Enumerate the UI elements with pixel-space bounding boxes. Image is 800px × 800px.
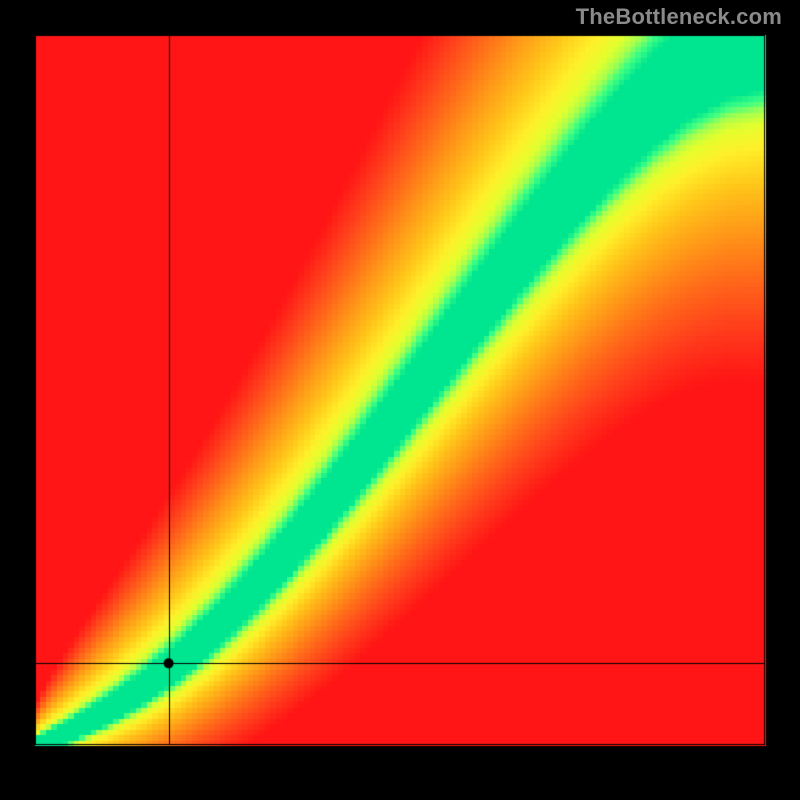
watermark-text: TheBottleneck.com [576, 4, 782, 30]
chart-container: TheBottleneck.com [0, 0, 800, 800]
bottleneck-heatmap [0, 0, 800, 800]
